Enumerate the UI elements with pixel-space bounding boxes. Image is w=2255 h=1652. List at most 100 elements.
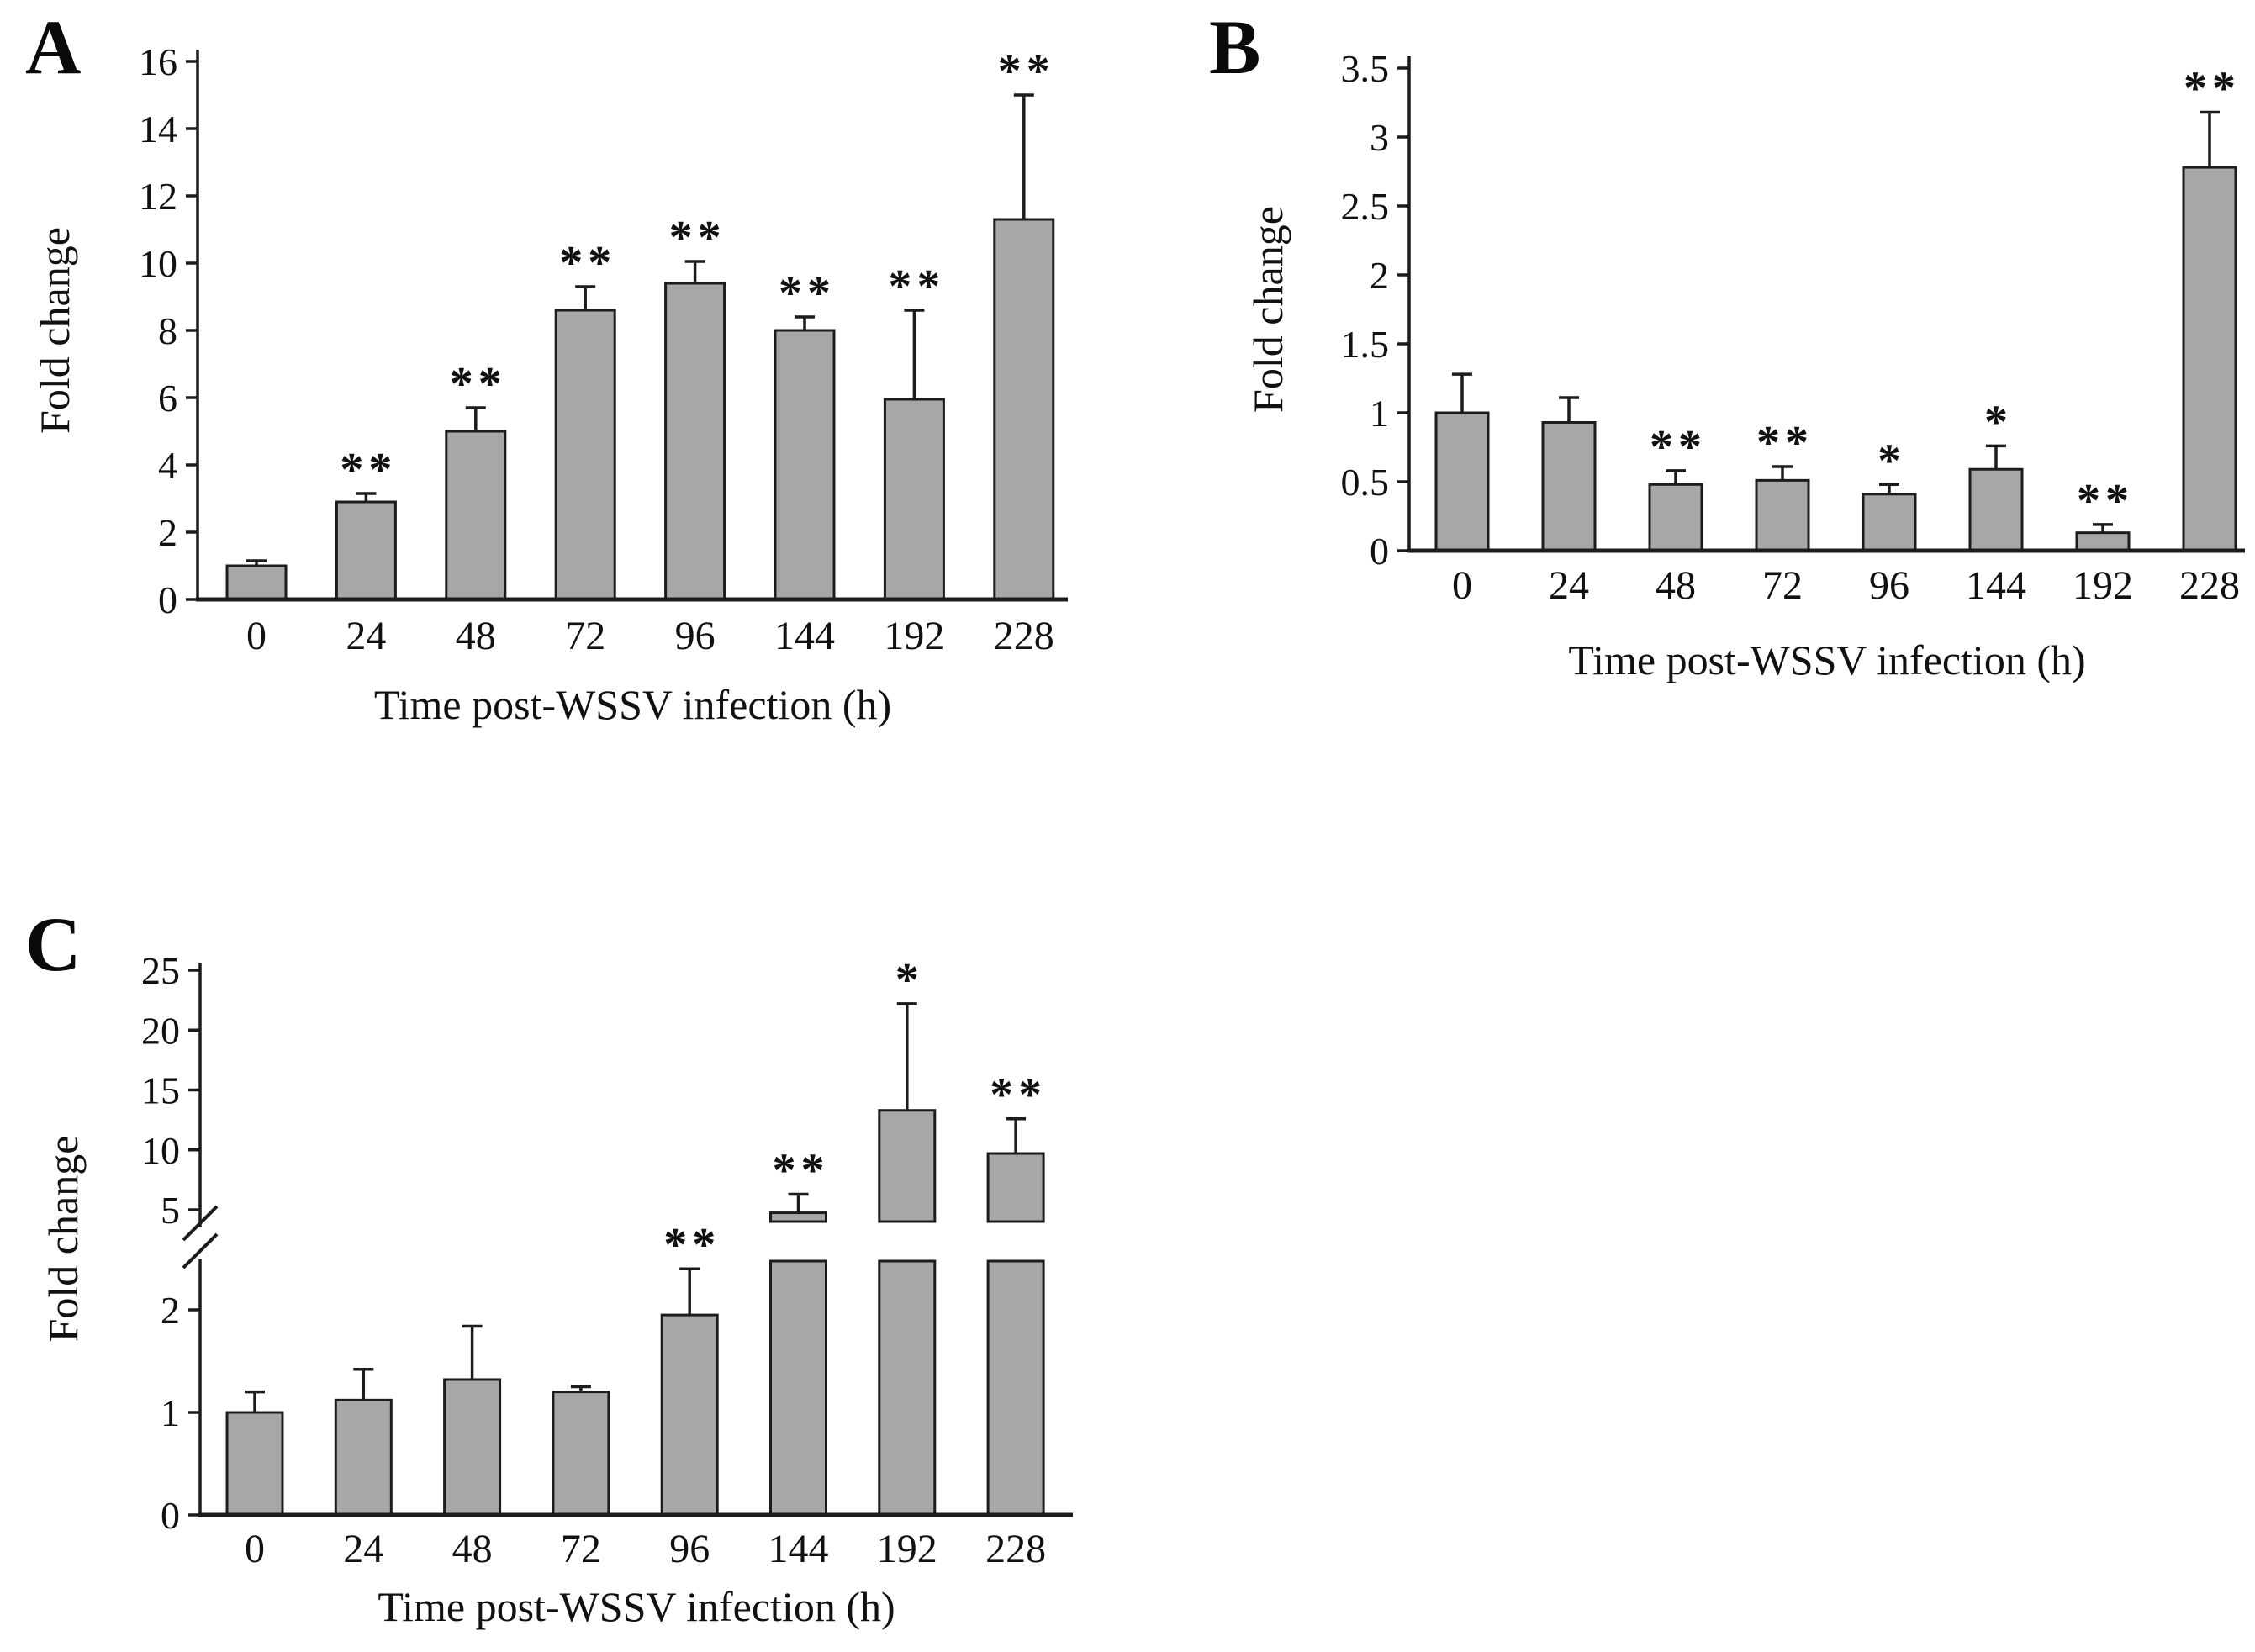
panel-b-bar-chart: 0 24 ** 48 ** 72 * 96 * 144 ** 192 ** 228 0 0.5 1 1.5 2 2.5… xyxy=(1244,47,2245,683)
bar xyxy=(2182,166,2237,552)
y-tick-label: 2.5 xyxy=(1341,185,1390,228)
bar xyxy=(660,1313,719,1517)
y-tick-label: 4 xyxy=(158,444,177,487)
bar xyxy=(335,500,397,601)
y-tick-label: 6 xyxy=(158,377,177,420)
x-tick-label: 144 xyxy=(774,614,835,658)
bar xyxy=(1541,420,1597,552)
bar xyxy=(1755,478,1810,552)
bar-upper-segment xyxy=(986,1152,1045,1223)
significance-marker: ** xyxy=(559,237,616,289)
y-tick-label: 15 xyxy=(141,1069,180,1112)
bar xyxy=(2075,531,2131,552)
y-tick-label: 14 xyxy=(139,108,177,150)
panel-c-bar-chart: 0 24 48 72 ** 96 ** 144 * 192 ** 228 5 10 15 20 25 0 1 2 Tim… xyxy=(40,949,1073,1630)
x-tick-label: 228 xyxy=(994,614,1054,658)
bar xyxy=(1862,493,1917,552)
bar-lower-segment xyxy=(769,1259,827,1517)
x-tick-label: 192 xyxy=(877,1527,937,1571)
bar-lower-segment xyxy=(986,1259,1045,1517)
bar xyxy=(334,1398,393,1517)
y-tick-label: 12 xyxy=(139,175,177,218)
x-axis-title: Time post-WSSV infection (h) xyxy=(374,681,891,728)
x-tick-label: 192 xyxy=(2073,563,2133,608)
significance-marker: ** xyxy=(990,1069,1047,1122)
y-tick-label: 1.5 xyxy=(1341,323,1390,366)
panel-b-letter: B xyxy=(1209,4,1261,90)
y-tick-label: 10 xyxy=(141,1129,180,1172)
x-tick-label: 228 xyxy=(2179,563,2240,608)
x-tick-label: 24 xyxy=(343,1527,383,1571)
panel-b: B 0 24 ** 48 ** 72 * 96 * 144 ** 192 ** 228 0 0.5 1 1.5 2 2… xyxy=(1194,8,2255,773)
x-tick-label: 48 xyxy=(456,614,496,658)
x-tick-label: 72 xyxy=(561,1527,601,1571)
y-tick-label: 2 xyxy=(161,1289,180,1332)
y-tick-label: 10 xyxy=(139,242,177,285)
bar-lower-segment xyxy=(878,1259,937,1517)
bar xyxy=(993,218,1055,601)
y-tick-label: 16 xyxy=(139,40,177,83)
bar xyxy=(664,282,726,601)
bar xyxy=(225,564,288,601)
significance-marker: * xyxy=(1877,435,1906,487)
y-tick-label: 0 xyxy=(1370,530,1389,573)
bar xyxy=(1968,467,2024,552)
x-tick-label: 96 xyxy=(675,614,716,658)
bar xyxy=(554,309,616,601)
significance-marker: ** xyxy=(669,212,726,264)
y-tick-label: 0 xyxy=(161,1494,180,1537)
x-tick-label: 0 xyxy=(246,614,267,658)
y-tick-label: 1 xyxy=(1370,392,1389,435)
panel-c-letter: C xyxy=(25,901,82,987)
significance-marker: ** xyxy=(998,45,1055,98)
panel-a: A 0 ** 24 ** 48 ** 72 ** 96 ** 144 ** 192 ** 228 0 2 4 6 8 1… xyxy=(25,8,1143,773)
significance-marker: ** xyxy=(773,1144,830,1196)
x-axis-title: Time post-WSSV infection (h) xyxy=(378,1583,895,1630)
bar xyxy=(1434,411,1490,552)
bar-upper-segment xyxy=(878,1109,937,1223)
significance-marker: ** xyxy=(779,267,836,319)
x-tick-label: 228 xyxy=(985,1527,1046,1571)
bar xyxy=(883,398,945,601)
significance-marker: ** xyxy=(663,1219,721,1271)
y-tick-label: 3 xyxy=(1370,116,1389,159)
panel-a-bar-chart: 0**24**48**72**96**144**192**22802468101… xyxy=(31,40,1068,728)
x-tick-label: 96 xyxy=(1869,563,1909,608)
x-tick-label: 0 xyxy=(1452,563,1472,608)
x-tick-label: 24 xyxy=(346,614,386,658)
bar xyxy=(443,1378,502,1517)
x-tick-label: 96 xyxy=(669,1527,710,1571)
y-tick-label: 8 xyxy=(158,309,177,352)
y-tick-label: 1 xyxy=(161,1391,180,1434)
x-axis-title: Time post-WSSV infection (h) xyxy=(1568,636,2085,683)
y-axis-title: Fold change xyxy=(31,227,78,434)
y-tick-label: 2 xyxy=(158,511,177,554)
x-tick-label: 24 xyxy=(1549,563,1589,608)
significance-marker: ** xyxy=(1756,417,1814,469)
y-tick-label: 25 xyxy=(141,949,180,992)
y-tick-label: 5 xyxy=(161,1189,180,1232)
significance-marker: ** xyxy=(1650,421,1707,473)
panel-c: C 0 24 48 72 ** 96 ** 144 * 192 ** 228 5 10 15 20 25 0 1 2 T… xyxy=(25,887,1177,1652)
y-tick-label: 0 xyxy=(158,578,177,621)
bar xyxy=(1648,483,1703,552)
significance-marker: ** xyxy=(2077,475,2134,527)
panel-a-letter: A xyxy=(25,4,82,90)
bar xyxy=(445,430,507,601)
y-tick-label: 20 xyxy=(141,1009,180,1052)
significance-marker: * xyxy=(1984,396,2013,448)
bar xyxy=(774,329,836,601)
x-tick-label: 72 xyxy=(1762,563,1803,608)
y-axis-title: Fold change xyxy=(1244,206,1291,413)
x-tick-label: 192 xyxy=(884,614,944,658)
x-tick-label: 72 xyxy=(565,614,605,658)
y-tick-label: 0.5 xyxy=(1341,461,1390,504)
bar-upper-segment xyxy=(769,1211,827,1223)
significance-marker: * xyxy=(895,954,924,1006)
significance-marker: ** xyxy=(340,444,397,496)
x-tick-label: 48 xyxy=(452,1527,493,1571)
significance-marker: ** xyxy=(888,261,945,313)
y-axis-title: Fold change xyxy=(40,1136,87,1343)
x-tick-label: 144 xyxy=(1966,563,2026,608)
